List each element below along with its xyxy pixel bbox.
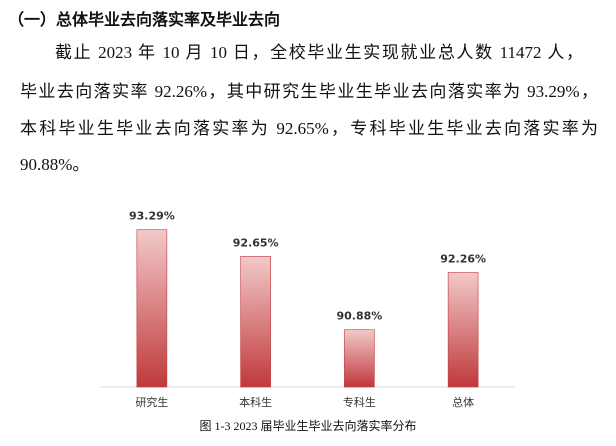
paragraph-line: 本科毕业生毕业去向落实率为 92.65%，专科毕业生毕业去向落实率为: [20, 119, 598, 138]
x-tick-label: 本科生: [239, 395, 272, 409]
bar: [136, 229, 168, 388]
bar: [447, 272, 479, 388]
paragraph-line: 90.88%。: [20, 155, 90, 174]
value-label: 93.29%: [129, 210, 175, 223]
bar: [240, 255, 271, 388]
x-tick-label: 总体: [452, 395, 474, 409]
x-tick-label: 研究生: [135, 395, 168, 409]
paragraph-line: 毕业去向落实率 92.26%，其中研究生毕业生毕业去向落实率为 93.29%，: [20, 82, 598, 101]
heading: （一）总体毕业去向落实率及毕业去向: [8, 10, 281, 29]
value-label: 92.26%: [440, 252, 486, 265]
paragraph-line: 截止 2023 年 10 月 10 日，全校毕业生实现就业总人数 11472 人…: [55, 43, 583, 62]
x-tick-label: 专科生: [343, 395, 376, 409]
value-label: 92.65%: [233, 236, 279, 249]
bar: [344, 329, 375, 388]
value-label: 90.88%: [336, 310, 382, 323]
caption: 图 1-3 2023 届毕业生毕业去向落实率分布: [200, 418, 417, 433]
